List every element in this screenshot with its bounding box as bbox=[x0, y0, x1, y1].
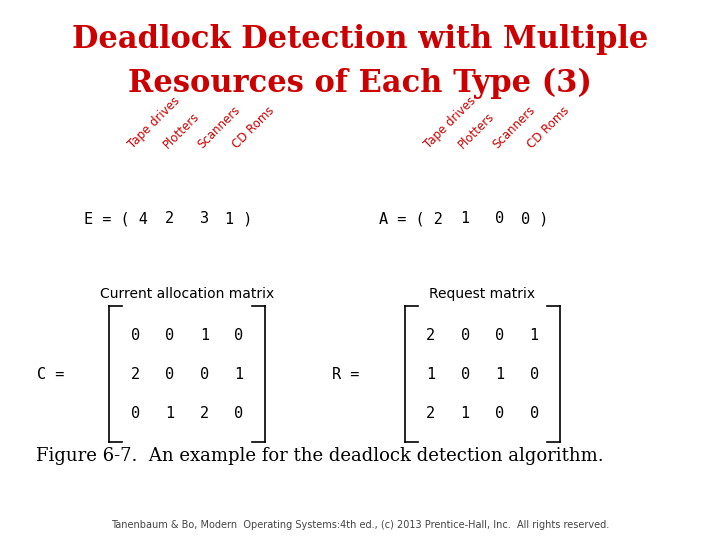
Text: 0: 0 bbox=[530, 367, 539, 382]
Text: 2: 2 bbox=[200, 406, 209, 421]
Text: CD Roms: CD Roms bbox=[230, 104, 277, 151]
Text: 0: 0 bbox=[131, 406, 140, 421]
Text: 0: 0 bbox=[495, 328, 504, 343]
Text: Plotters: Plotters bbox=[161, 110, 202, 151]
Text: A = ( 2: A = ( 2 bbox=[379, 211, 443, 226]
Text: Plotters: Plotters bbox=[456, 110, 498, 151]
Text: 0: 0 bbox=[530, 406, 539, 421]
Text: Resources of Each Type (3): Resources of Each Type (3) bbox=[128, 68, 592, 99]
Text: 2: 2 bbox=[426, 328, 435, 343]
Text: 0: 0 bbox=[235, 328, 243, 343]
Text: Tape drives: Tape drives bbox=[421, 94, 478, 151]
Text: 0: 0 bbox=[235, 406, 243, 421]
Text: Scanners: Scanners bbox=[195, 104, 243, 151]
Text: 2: 2 bbox=[131, 367, 140, 382]
Text: 3: 3 bbox=[200, 211, 209, 226]
Text: Current allocation matrix: Current allocation matrix bbox=[100, 287, 274, 301]
Text: Scanners: Scanners bbox=[490, 104, 538, 151]
Text: 1: 1 bbox=[166, 406, 174, 421]
Text: C =: C = bbox=[37, 367, 64, 382]
Text: 0: 0 bbox=[461, 328, 469, 343]
Text: 1: 1 bbox=[235, 367, 243, 382]
Text: Request matrix: Request matrix bbox=[429, 287, 536, 301]
Text: 1: 1 bbox=[461, 211, 469, 226]
Text: 0: 0 bbox=[461, 367, 469, 382]
Text: 0: 0 bbox=[131, 328, 140, 343]
Text: R =: R = bbox=[332, 367, 359, 382]
Text: 2: 2 bbox=[426, 406, 435, 421]
Text: E = ( 4: E = ( 4 bbox=[84, 211, 148, 226]
Text: 1 ): 1 ) bbox=[225, 211, 253, 226]
Text: 0: 0 bbox=[200, 367, 209, 382]
Text: 1: 1 bbox=[495, 367, 504, 382]
Text: 0: 0 bbox=[495, 406, 504, 421]
Text: 1: 1 bbox=[530, 328, 539, 343]
Text: 0: 0 bbox=[166, 367, 174, 382]
Text: 0: 0 bbox=[166, 328, 174, 343]
Text: 0: 0 bbox=[495, 211, 504, 226]
Text: 1: 1 bbox=[200, 328, 209, 343]
Text: 1: 1 bbox=[426, 367, 435, 382]
Text: 2: 2 bbox=[166, 211, 174, 226]
Text: Deadlock Detection with Multiple: Deadlock Detection with Multiple bbox=[72, 24, 648, 55]
Text: Figure 6-7.  An example for the deadlock detection algorithm.: Figure 6-7. An example for the deadlock … bbox=[36, 447, 603, 465]
Text: Tanenbaum & Bo, Modern  Operating Systems:4th ed., (c) 2013 Prentice-Hall, Inc. : Tanenbaum & Bo, Modern Operating Systems… bbox=[111, 520, 609, 530]
Text: CD Roms: CD Roms bbox=[525, 104, 572, 151]
Text: 1: 1 bbox=[461, 406, 469, 421]
Text: 0 ): 0 ) bbox=[521, 211, 548, 226]
Text: Tape drives: Tape drives bbox=[126, 94, 183, 151]
